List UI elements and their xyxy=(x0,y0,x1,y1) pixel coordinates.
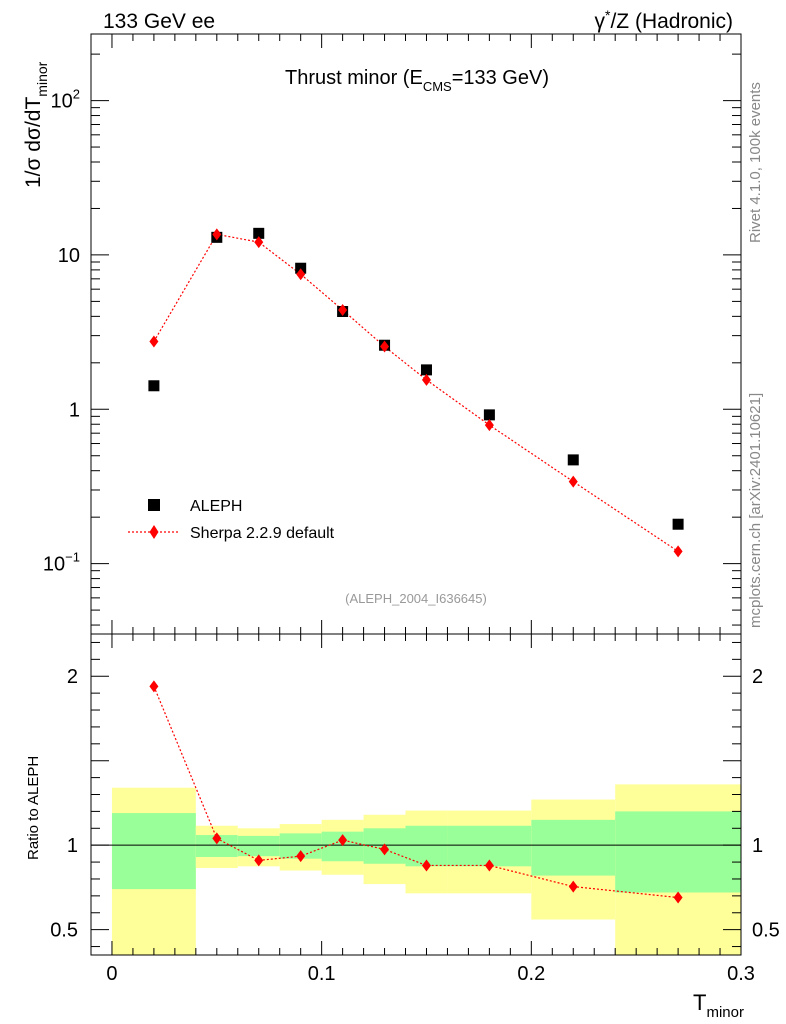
ratio-point xyxy=(568,880,578,893)
x-tick-labels: 0 0.1 0.2 0.3 xyxy=(106,963,755,985)
main-panel: 102 10 1 10−1 Thrust minor (ECMS=133 GeV) 1… xyxy=(22,33,742,635)
ratio-band-green xyxy=(237,835,280,857)
mc-point xyxy=(338,303,348,316)
ratio-band-green xyxy=(615,811,741,893)
mc-point xyxy=(421,373,431,386)
y-axis-label: 1/σ dσ/dTminor xyxy=(22,61,50,188)
ratio-uncertainty-bands xyxy=(111,784,741,955)
mc-series-markers xyxy=(149,228,683,558)
mc-point xyxy=(212,228,222,241)
header-left-label: 133 GeV ee xyxy=(103,10,215,33)
y-tick-label: 1 xyxy=(69,399,80,421)
data-point xyxy=(483,409,495,421)
legend-mc-marker xyxy=(149,525,159,539)
ratio-panel: 2 2 1 1 0.5 0.5 0 0.1 0.2 0.3 Ratio to ALEPH Tmi… xyxy=(25,633,780,1021)
x-tick-label: 0.2 xyxy=(517,963,545,985)
ratio-point xyxy=(380,843,390,856)
ratio-polyline xyxy=(153,686,679,899)
mc-point xyxy=(673,545,683,558)
main-panel-frame xyxy=(90,33,742,635)
ratio-y-tick-label-right: 1 xyxy=(752,835,763,857)
ratio-band-green xyxy=(531,819,616,876)
data-point xyxy=(253,227,265,239)
data-point xyxy=(148,380,160,392)
ratio-point xyxy=(421,859,431,872)
mc-series-line xyxy=(153,233,679,552)
y-tick-label: 10−1 xyxy=(43,550,80,576)
ratio-point xyxy=(484,859,494,872)
mc-point xyxy=(380,340,390,353)
ratio-y-tick-labels: 2 2 1 1 0.5 0.5 xyxy=(50,666,780,941)
ratio-point xyxy=(296,850,306,863)
x-axis-label: Tminor xyxy=(693,990,744,1021)
ratio-axis-ticks xyxy=(91,634,742,955)
mc-point xyxy=(568,475,578,488)
ratio-point xyxy=(338,834,348,847)
mc-point xyxy=(254,236,264,249)
mc-point xyxy=(149,335,159,348)
data-point xyxy=(567,454,579,466)
header-right-label: γ*/Z (Hadronic) xyxy=(595,7,733,33)
ratio-y-tick-label-right: 0.5 xyxy=(752,920,780,942)
ratio-y-tick-label: 1 xyxy=(67,835,78,857)
y-tick-label: 10 xyxy=(58,245,80,267)
mc-point xyxy=(296,268,306,281)
legend: ALEPH Sherpa 2.2.9 default xyxy=(128,498,335,542)
rivet-version-label: Rivet 4.1.0, 100k events xyxy=(747,82,764,243)
ratio-point xyxy=(212,832,222,845)
chart-title: Thrust minor (ECMS=133 GeV) xyxy=(285,67,549,94)
mcplots-source-label: mcplots.cern.ch [arXiv:2401.10621] xyxy=(747,393,764,628)
ratio-y-tick-label: 2 xyxy=(67,666,78,688)
data-series-markers xyxy=(148,227,684,530)
mc-point xyxy=(484,419,494,432)
data-point xyxy=(672,518,684,530)
legend-data-marker xyxy=(148,499,160,511)
main-axis-ticks xyxy=(91,34,742,634)
ratio-y-axis-label: Ratio to ALEPH xyxy=(25,756,42,860)
x-tick-label: 0.3 xyxy=(727,963,755,985)
ratio-band-green xyxy=(195,835,238,858)
ratio-mc-line xyxy=(153,686,679,899)
ratio-band-green xyxy=(111,813,196,890)
ratio-point xyxy=(254,854,264,867)
ratio-y-tick-label-right: 2 xyxy=(752,666,763,688)
ratio-mc-markers xyxy=(149,680,683,904)
ratio-point xyxy=(673,891,683,904)
ratio-y-tick-label: 0.5 xyxy=(50,920,78,942)
data-point xyxy=(420,364,432,376)
legend-data-label: ALEPH xyxy=(190,498,242,515)
legend-mc-label: Sherpa 2.2.9 default xyxy=(190,525,335,542)
analysis-id-label: (ALEPH_2004_I636645) xyxy=(345,591,487,606)
ratio-point xyxy=(149,680,159,693)
mc-series-polyline xyxy=(153,233,679,552)
x-tick-label: 0 xyxy=(106,963,117,985)
main-y-tick-labels: 102 10 1 10−1 xyxy=(43,87,80,576)
y-tick-label: 102 xyxy=(51,87,80,113)
x-tick-label: 0.1 xyxy=(308,963,336,985)
